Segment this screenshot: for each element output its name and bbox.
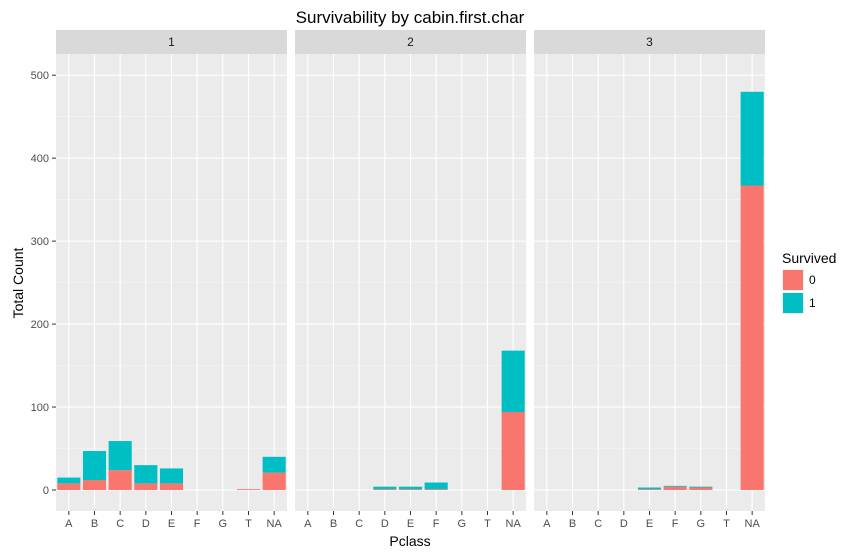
x-tick-label: D: [381, 518, 389, 530]
x-tick-label: T: [723, 518, 730, 530]
legend-title: Survived: [782, 250, 836, 266]
bar-segment: [424, 489, 448, 490]
bar-segment: [501, 412, 525, 490]
bar-segment: [501, 350, 525, 413]
bar-segment: [134, 483, 158, 490]
x-tick-label: E: [168, 518, 175, 530]
x-tick-label: B: [569, 518, 576, 530]
x-tick-label: G: [219, 518, 228, 530]
y-tick-label: 100: [31, 402, 49, 414]
x-tick-label: NA: [267, 518, 283, 530]
bar-segment: [398, 486, 423, 490]
y-tick-label: 0: [43, 485, 49, 497]
bar-segment: [373, 486, 397, 490]
bar-segment: [398, 489, 423, 490]
x-tick-label: A: [65, 518, 73, 530]
bar-segment: [57, 483, 81, 490]
x-tick-label: F: [194, 518, 201, 530]
legend-swatch: [783, 270, 803, 290]
x-tick-label: B: [330, 518, 337, 530]
x-tick-label: A: [543, 518, 551, 530]
facet-panel-3: 3 A B C D E F G T NA: [534, 30, 765, 530]
x-tick-label: A: [304, 518, 312, 530]
bar-segment: [159, 468, 184, 484]
legend-label: 1: [809, 296, 816, 310]
bar-segment: [262, 456, 286, 473]
legend: Survived 01: [782, 250, 836, 314]
bar-segment: [637, 489, 662, 490]
y-tick-label: 300: [31, 236, 49, 248]
bar-segment: [82, 451, 107, 481]
x-tick-label: NA: [745, 518, 761, 530]
chart-title: Survivability by cabin.first.char: [296, 8, 525, 27]
facet-strip: [295, 30, 526, 54]
x-tick-label: B: [91, 518, 98, 530]
bar-segment: [108, 441, 132, 471]
x-tick-label: F: [672, 518, 679, 530]
bar-segment: [236, 489, 261, 490]
bar-segment: [262, 472, 286, 490]
bar-segment: [663, 485, 687, 487]
y-tick-label: 400: [31, 153, 49, 165]
facet-strip-label: 3: [646, 35, 653, 49]
x-tick-label: C: [594, 518, 602, 530]
bar-segment: [424, 482, 448, 490]
bar-segment: [663, 486, 687, 490]
x-tick-label: F: [433, 518, 440, 530]
x-tick-label: E: [646, 518, 653, 530]
legend-items: 01: [782, 269, 816, 314]
x-tick-label: T: [484, 518, 491, 530]
facet-panels: 1 A B C D E F G T NA 2 A B C D E F G T NA 3 A B C D E F G T NA: [56, 30, 765, 530]
y-axis-title: Total Count: [10, 247, 26, 318]
bar-segment: [689, 486, 713, 488]
x-tick-label: C: [355, 518, 363, 530]
x-tick-label: E: [407, 518, 414, 530]
bar-segment: [108, 470, 132, 490]
bar-segment: [740, 91, 764, 186]
facet-panel-1: 1 A B C D E F G T NA: [56, 30, 287, 530]
legend-label: 0: [809, 273, 816, 287]
bar-segment: [82, 480, 107, 490]
x-axis-title: Pclass: [389, 533, 430, 549]
x-tick-label: G: [697, 518, 706, 530]
bar-segment: [57, 477, 81, 484]
facet-strip: [56, 30, 287, 54]
y-axis: 0 100 200 300 400 500: [31, 70, 56, 497]
legend-swatch: [783, 293, 803, 313]
bar-segment: [740, 185, 764, 490]
x-tick-label: T: [245, 518, 252, 530]
facet-strip-label: 2: [407, 35, 414, 49]
bar-segment: [637, 487, 662, 490]
facet-strip-label: 1: [168, 35, 175, 49]
x-tick-label: C: [116, 518, 124, 530]
bar-segment: [373, 489, 397, 490]
x-tick-label: D: [142, 518, 150, 530]
bar-segment: [689, 487, 713, 490]
facet-panel-2: 2 A B C D E F G T NA: [295, 30, 526, 530]
x-tick-label: G: [458, 518, 467, 530]
bar-segment: [134, 465, 158, 484]
x-tick-label: NA: [506, 518, 522, 530]
bar-segment: [159, 483, 184, 490]
y-tick-label: 500: [31, 70, 49, 82]
x-tick-label: D: [620, 518, 628, 530]
y-tick-label: 200: [31, 319, 49, 331]
facet-strip: [534, 30, 765, 54]
